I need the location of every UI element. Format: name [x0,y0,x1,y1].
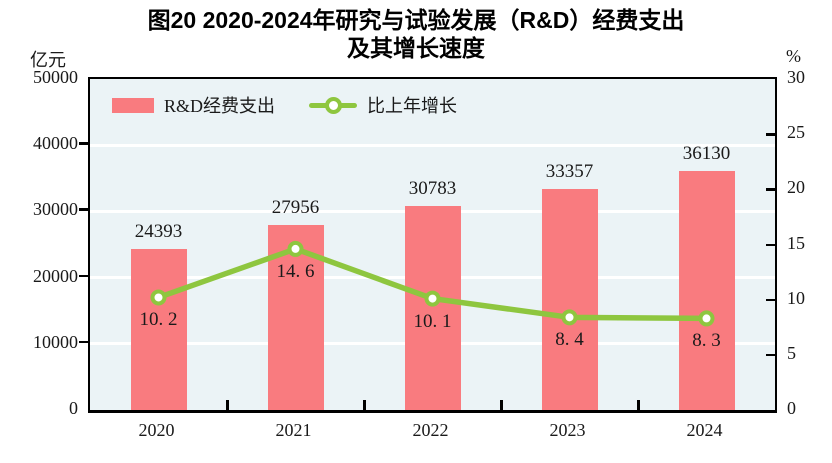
x-axis-tick [363,400,366,410]
left-axis-tick-label: 40000 [33,133,78,154]
left-axis-tick-label: 30000 [33,199,78,220]
right-axis-tick [766,243,775,246]
growth-value-label: 14. 6 [276,260,315,282]
growth-point-2021 [287,240,304,257]
growth-value-label: 8. 4 [555,329,584,351]
left-axis-tick [79,142,88,145]
right-axis-tick [766,353,775,357]
chart-title-line2: 及其增长速度 [347,35,485,61]
right-axis-tick [766,188,775,191]
bar-value-label: 27956 [271,196,320,218]
left-axis-tick [79,208,88,211]
bar-value-label: 24393 [134,220,183,242]
plot-area: R&D经费支出 比上年增长 24393 27956 30783 33357 36130 1… [88,77,777,413]
growth-point-2022 [424,290,441,307]
right-axis-tick-label: 15 [787,232,805,253]
growth-line [155,246,710,322]
bar-2022 [404,206,461,410]
bar-value-label: 30783 [408,178,457,200]
legend-bar-swatch [112,97,154,113]
right-axis-tick-label: 5 [787,342,796,363]
growth-point-2024 [698,310,715,327]
x-axis-tick-label: 2024 [686,420,723,440]
growth-point-2020 [150,289,167,306]
bar-2023 [541,189,598,410]
right-axis-tick-label: 30 [787,67,805,87]
x-axis-tick-label: 2020 [138,420,175,440]
bar-value-label: 36130 [682,142,731,164]
left-axis-tick [79,340,88,344]
left-axis-tick-label: 10000 [33,331,78,352]
x-axis-tick [500,400,503,410]
right-axis-unit-label: % [786,46,801,66]
bar-value-label: 33357 [545,161,594,183]
bar-2020 [130,248,187,410]
growth-value-label: 8. 3 [692,330,721,352]
chart-title: 图20 2020-2024年研究与试验发展（R&D）经费支出 及其增长速度 [0,6,832,62]
left-axis-unit-label: 亿元 [30,50,66,70]
growth-value-label: 10. 2 [139,309,178,331]
growth-point-2023 [561,309,578,326]
right-axis-tick-label: 10 [787,287,805,308]
legend: R&D经费支出 比上年增长 [112,92,457,118]
right-axis-tick-label: 0 [787,398,796,418]
right-axis-tick-label: 20 [787,177,805,198]
chart-title-line1: 图20 2020-2024年研究与试验发展（R&D）经费支出 [147,7,685,33]
left-axis-tick [79,274,88,278]
x-axis-tick-label: 2021 [275,420,312,440]
x-axis-tick-label: 2022 [412,420,449,440]
left-axis-tick-label: 0 [69,398,78,418]
right-axis-tick [766,133,775,136]
left-axis-tick-label: 20000 [33,265,78,286]
legend-line-label: 比上年增长 [367,96,458,116]
legend-line-swatch [309,96,358,114]
bar-2024 [678,170,735,410]
left-axis-tick-label: 50000 [33,67,78,87]
growth-value-label: 10. 1 [413,310,452,332]
legend-line-marker-icon [324,96,342,114]
legend-bar-label: R&D经费支出 [164,96,276,116]
x-axis-tick-label: 2023 [549,420,586,440]
growth-line-layer [150,240,715,327]
gridline [90,143,775,147]
x-axis-tick [637,400,640,410]
right-axis-tick [766,298,775,302]
right-axis-tick-label: 25 [787,122,805,143]
x-axis-tick [226,400,229,410]
